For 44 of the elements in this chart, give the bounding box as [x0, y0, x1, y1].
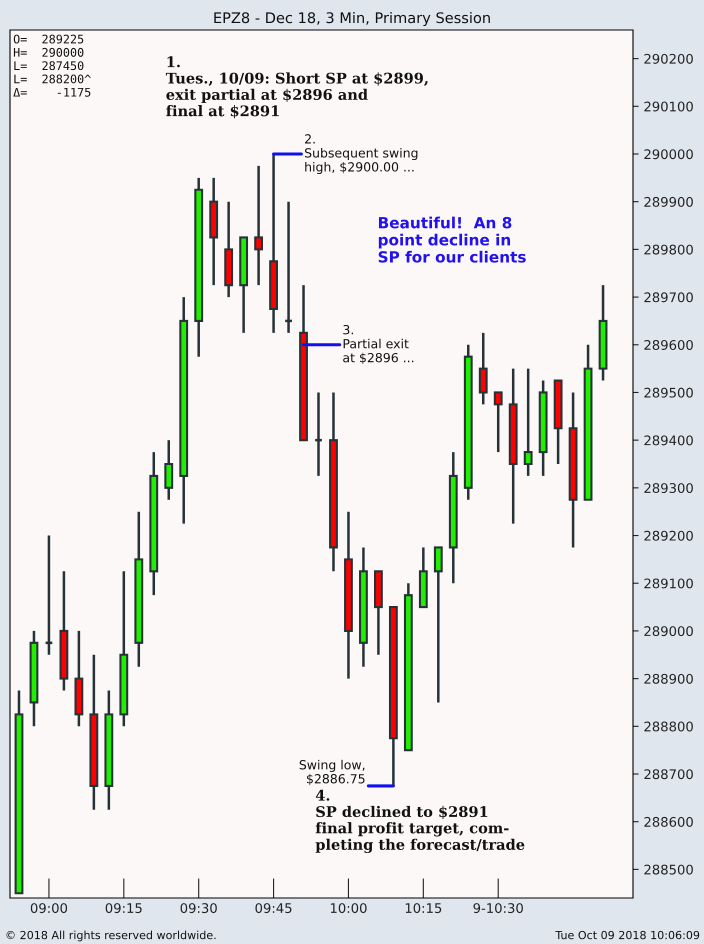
candlestick — [44, 534, 54, 656]
x-tick-label: 09:30 — [180, 903, 217, 914]
candlestick — [434, 546, 443, 704]
candlestick — [254, 164, 264, 286]
text: © 2018 All rights reserved worldwide. — [6, 930, 216, 942]
y-tick-label: 289800 — [644, 244, 693, 255]
y-tick-label: 289300 — [644, 483, 693, 494]
y-tick-label: 288500 — [644, 864, 693, 875]
annotation: 2. Subsequent swing high, $2900.00 ... — [304, 134, 418, 174]
y-tick-label: 289700 — [644, 292, 693, 302]
x-tick-label: 09:00 — [30, 903, 68, 914]
annotation: Swing low, $2886.75 — [300, 760, 365, 786]
y-tick-label: 289400 — [644, 435, 693, 446]
candlestick — [478, 332, 488, 406]
x-tick-label: 10:15 — [406, 903, 442, 914]
candlestick — [314, 391, 324, 478]
y-tick-label: 289500 — [644, 388, 693, 398]
y-tick-label: 288600 — [644, 816, 693, 827]
annotation: 1. Tues., 10/09: Short SP at $2899, exit partial at $2896 and final at $2891 — [166, 56, 428, 118]
y-tick-label: 289600 — [644, 340, 693, 350]
chart-title: EPZ8 - Dec 18, 3 Min, Primary Session — [214, 12, 490, 26]
y-tick-label: 288700 — [644, 769, 693, 780]
candlestick — [284, 200, 294, 334]
y-tick-label: 289900 — [644, 196, 693, 207]
candlestick — [494, 391, 503, 454]
annotation: 3. Partial exit at $2896 ... — [343, 324, 414, 364]
y-tick-label: 289100 — [644, 578, 693, 588]
annotation: O= 289225 H= 290000 L= 287450 L= 288200^ Δ= -1175 — [13, 34, 91, 97]
x-tick-label: 9-10:30 — [473, 903, 523, 914]
y-tick-label: 290000 — [644, 149, 693, 160]
x-tick-label: 10:00 — [330, 903, 367, 914]
y-tick-label: 290200 — [644, 54, 693, 64]
y-tick-label: 290100 — [644, 102, 693, 112]
y-tick-label: 288800 — [644, 722, 693, 732]
annotation: Beautiful! An 8 point decline in SP for our clients — [378, 216, 526, 263]
text: Tue Oct 09 2018 10:06:09 — [555, 930, 700, 940]
candlestick — [164, 438, 174, 502]
annotation: 4. SP declined to $2891 final profit target, com- pleting the forecast/trade — [316, 790, 524, 854]
y-tick-label: 289200 — [644, 530, 693, 541]
y-tick-label: 289000 — [644, 626, 693, 636]
x-tick-label: 09:45 — [255, 903, 292, 914]
x-tick-label: 09:15 — [106, 903, 142, 914]
candlestick — [524, 367, 533, 478]
y-tick-label: 288900 — [644, 674, 693, 684]
